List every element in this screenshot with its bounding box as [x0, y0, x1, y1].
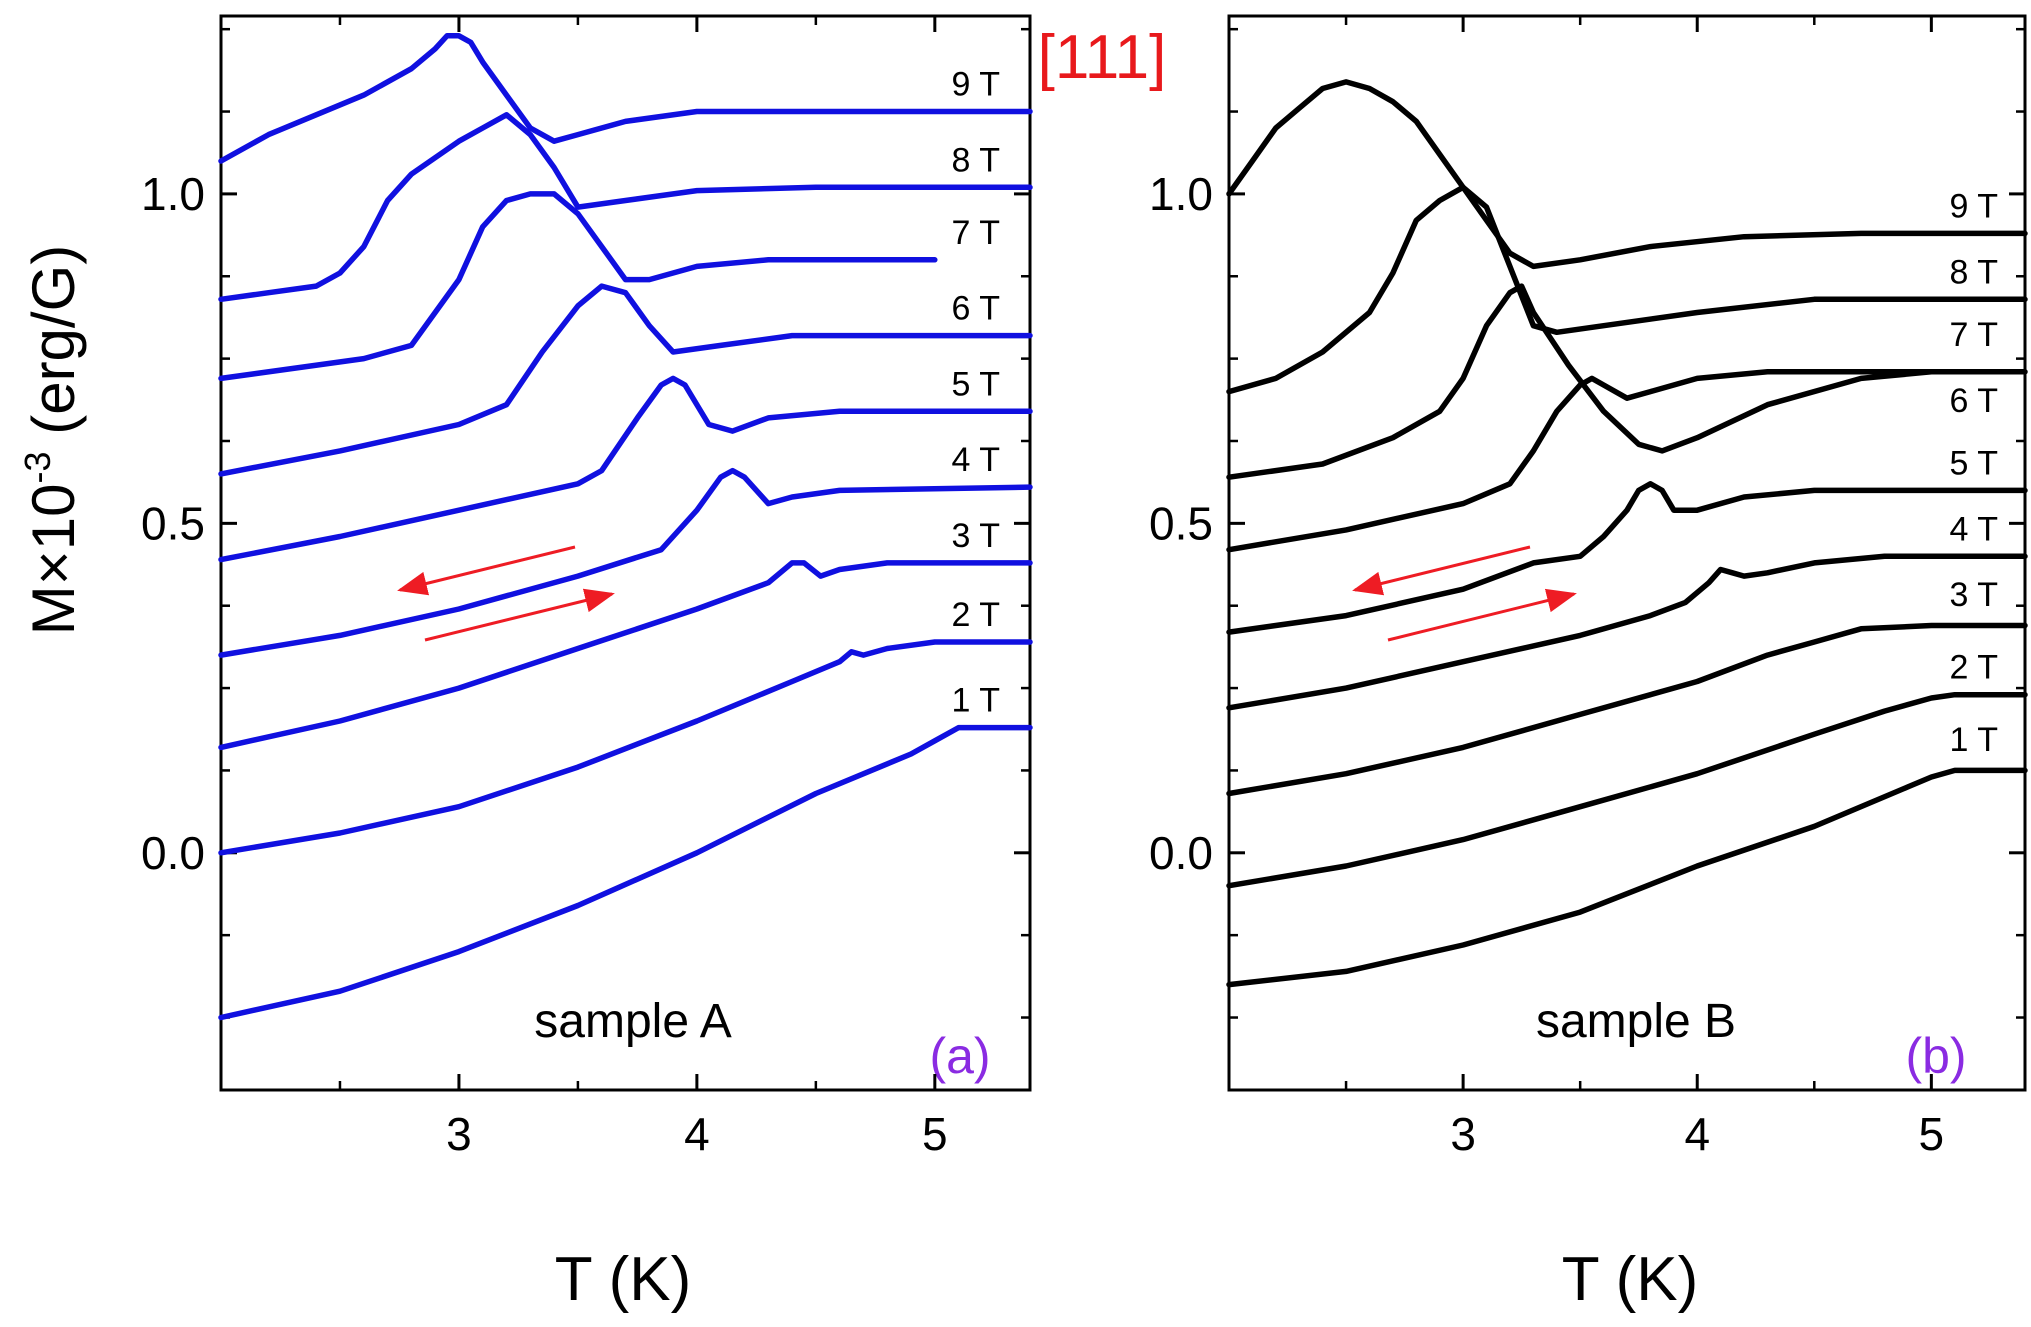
y-axis-title-exp: -3 [17, 451, 58, 483]
field-label: 4 T [951, 441, 1000, 479]
field-label: 5 T [1949, 444, 1998, 482]
series-line-8t [218, 112, 1033, 303]
sample-label-b: sample B [1536, 995, 1736, 1048]
panel-a: T (K) sample A (a) 3 4 5 0.0 0.5 1.0 1 T 2 T 3 T… [141, 14, 1033, 1314]
x-tick-label: 5 [922, 1108, 948, 1160]
series-line-4t [218, 467, 1033, 658]
x-axis-title-a: T (K) [555, 1245, 692, 1314]
field-label: 6 T [1949, 382, 1998, 420]
panel-label-b: (b) [1905, 1028, 1966, 1084]
series-line-4t [1226, 553, 2028, 711]
field-label: 2 T [951, 596, 1000, 634]
series-line-6t [218, 283, 1033, 477]
x-tick-label: 5 [1919, 1108, 1945, 1160]
x-tick-label: 4 [684, 1108, 710, 1160]
series-line-7t [218, 191, 938, 382]
y-tick-label: 0.0 [141, 827, 205, 879]
cooling-arrow [397, 545, 576, 596]
series-line-6t [1226, 369, 2028, 553]
warming-arrow [1387, 588, 1577, 642]
series-line-9t [1226, 79, 2028, 270]
x-tick-label: 3 [446, 1108, 472, 1160]
y-axis-title-unit: (erg/G) [20, 245, 87, 452]
direction-label: [111] [1038, 23, 1167, 92]
field-label: 2 T [1949, 649, 1998, 687]
plot-frame [219, 14, 1032, 1092]
field-label: 4 T [1949, 510, 1998, 548]
series-line-9t [218, 33, 1033, 164]
series-line-2t [1226, 691, 2028, 889]
series-line-2t [218, 639, 1033, 856]
y-tick-label: 0.0 [1149, 827, 1213, 879]
field-label: 7 T [951, 214, 1000, 252]
y-tick-label: 1.0 [1149, 168, 1213, 220]
warming-arrow [424, 588, 615, 642]
field-label: 3 T [1949, 576, 1998, 614]
plot-frame [1227, 14, 2027, 1092]
y-tick-label: 1.0 [141, 168, 205, 220]
cooling-arrow [1352, 545, 1531, 596]
series-line-5t [1226, 481, 2028, 635]
field-label: 8 T [1949, 253, 1998, 291]
field-label: 9 T [951, 66, 1000, 104]
field-label: 3 T [951, 517, 1000, 555]
series-line-3t [1226, 622, 2028, 797]
field-label: 5 T [951, 365, 1000, 403]
y-axis-title-main: M×10 [20, 483, 87, 635]
series-line-1t [1226, 767, 2028, 988]
panel-label-a: (a) [929, 1028, 990, 1084]
field-label: 1 T [951, 682, 1000, 720]
y-tick-label: 0.5 [141, 497, 205, 549]
series-line-5t [218, 375, 1033, 563]
series-line-7t [1226, 283, 1935, 480]
field-label: 1 T [1949, 721, 1998, 759]
series-line-3t [218, 560, 1033, 751]
field-label: 6 T [951, 290, 1000, 328]
field-label: 9 T [1949, 187, 1998, 225]
y-axis-title: M×10-3 (erg/G) [17, 245, 87, 635]
series-line-8t [1226, 184, 2028, 395]
panel-b: T (K) sample B (b) 3 4 5 0.0 0.5 1.0 1 T 2 T 3 T… [1149, 14, 2028, 1314]
x-axis-title-b: T (K) [1562, 1245, 1699, 1314]
x-tick-label: 4 [1684, 1108, 1710, 1160]
x-tick-label: 3 [1450, 1108, 1476, 1160]
sample-label-a: sample A [534, 995, 731, 1048]
series-line-1t [218, 724, 1033, 1021]
y-tick-label: 0.5 [1149, 497, 1213, 549]
field-label: 8 T [951, 141, 1000, 179]
field-label: 7 T [1949, 316, 1998, 354]
